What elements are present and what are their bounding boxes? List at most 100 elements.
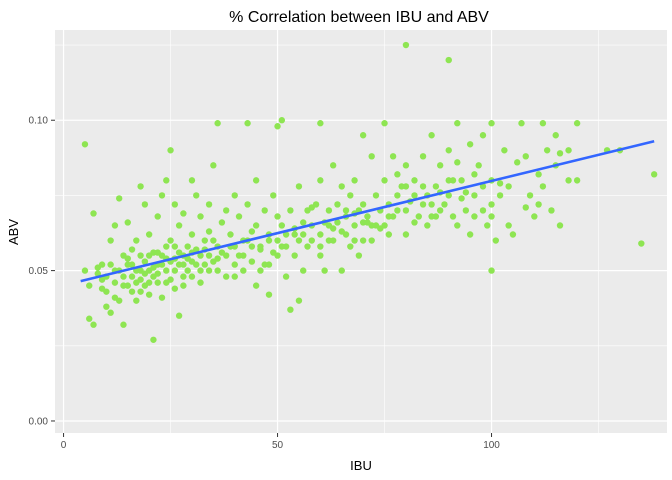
data-point	[573, 177, 581, 184]
data-point	[531, 213, 538, 220]
data-point	[466, 231, 474, 238]
data-point	[509, 231, 517, 238]
data-point	[94, 264, 101, 271]
data-point	[496, 192, 504, 199]
data-point	[205, 201, 213, 208]
data-point	[432, 183, 440, 190]
data-point	[188, 231, 196, 238]
data-point	[334, 201, 341, 208]
data-point	[496, 180, 504, 187]
data-point	[154, 279, 161, 286]
y-axis-ticks: 0.00 0.05 0.10	[29, 116, 55, 427]
data-point	[381, 177, 388, 184]
data-point	[265, 261, 273, 268]
data-point	[359, 201, 367, 208]
data-point	[201, 261, 208, 268]
data-point	[295, 237, 303, 244]
data-point	[351, 237, 358, 244]
data-point	[184, 267, 191, 274]
data-point	[107, 237, 114, 244]
data-point	[441, 201, 448, 208]
data-point	[368, 237, 375, 244]
data-point	[270, 192, 277, 199]
data-point	[282, 231, 290, 238]
data-point	[394, 171, 401, 178]
data-point	[377, 225, 384, 232]
x-tick-label: 0	[61, 440, 67, 451]
data-point	[107, 309, 114, 316]
data-point	[163, 177, 170, 184]
data-point	[415, 213, 422, 220]
data-point	[372, 192, 380, 199]
data-point	[141, 270, 149, 277]
data-point	[252, 222, 260, 229]
data-point	[402, 41, 410, 49]
data-point	[218, 219, 226, 226]
data-point	[274, 237, 281, 244]
data-point	[445, 177, 452, 184]
data-point	[274, 213, 281, 220]
data-point	[265, 237, 273, 244]
data-point	[214, 255, 221, 262]
y-axis-title: ABV	[6, 219, 21, 245]
data-point	[90, 210, 97, 217]
data-point	[231, 261, 238, 268]
data-point	[163, 243, 170, 250]
data-points	[81, 41, 658, 343]
data-point	[167, 237, 174, 244]
data-point	[145, 279, 153, 286]
data-point	[501, 147, 508, 154]
data-point	[274, 123, 281, 130]
data-point	[342, 231, 350, 238]
data-point	[137, 252, 144, 259]
data-point	[154, 213, 161, 220]
data-point	[81, 141, 89, 148]
trend-line-group	[80, 140, 655, 283]
data-point	[261, 207, 268, 214]
data-point	[205, 228, 213, 235]
data-point	[573, 120, 581, 127]
data-point	[205, 267, 213, 274]
data-point	[338, 183, 345, 190]
data-point	[488, 267, 495, 274]
data-point	[342, 207, 350, 214]
data-point	[419, 183, 427, 190]
data-point	[133, 237, 140, 244]
data-point	[154, 249, 161, 256]
data-point	[462, 207, 470, 214]
data-point	[518, 120, 525, 127]
data-point	[218, 249, 226, 256]
data-point	[329, 162, 337, 169]
data-point	[514, 159, 521, 166]
data-point	[466, 141, 474, 148]
data-point	[462, 189, 470, 196]
y-tick-label: 0.10	[29, 116, 49, 127]
data-point	[445, 147, 452, 154]
data-point	[424, 222, 431, 229]
data-point	[235, 213, 243, 220]
y-tick-label: 0.00	[29, 416, 49, 427]
data-point	[317, 177, 324, 184]
data-point	[150, 336, 157, 343]
data-point	[552, 132, 559, 139]
data-point	[454, 159, 461, 166]
data-point	[556, 150, 564, 157]
data-point	[351, 222, 358, 229]
data-point	[120, 321, 127, 328]
data-point	[355, 252, 363, 259]
data-point	[295, 183, 303, 190]
data-point	[556, 222, 564, 229]
data-point	[188, 177, 196, 184]
data-point	[565, 147, 572, 154]
data-point	[650, 171, 658, 178]
data-point	[411, 219, 418, 226]
data-point	[180, 261, 187, 268]
data-point	[274, 252, 281, 259]
data-point	[471, 171, 478, 178]
data-point	[214, 120, 221, 127]
data-point	[488, 213, 495, 220]
data-point	[484, 222, 491, 229]
data-point	[471, 192, 478, 199]
data-point	[248, 258, 256, 265]
data-point	[184, 255, 191, 262]
